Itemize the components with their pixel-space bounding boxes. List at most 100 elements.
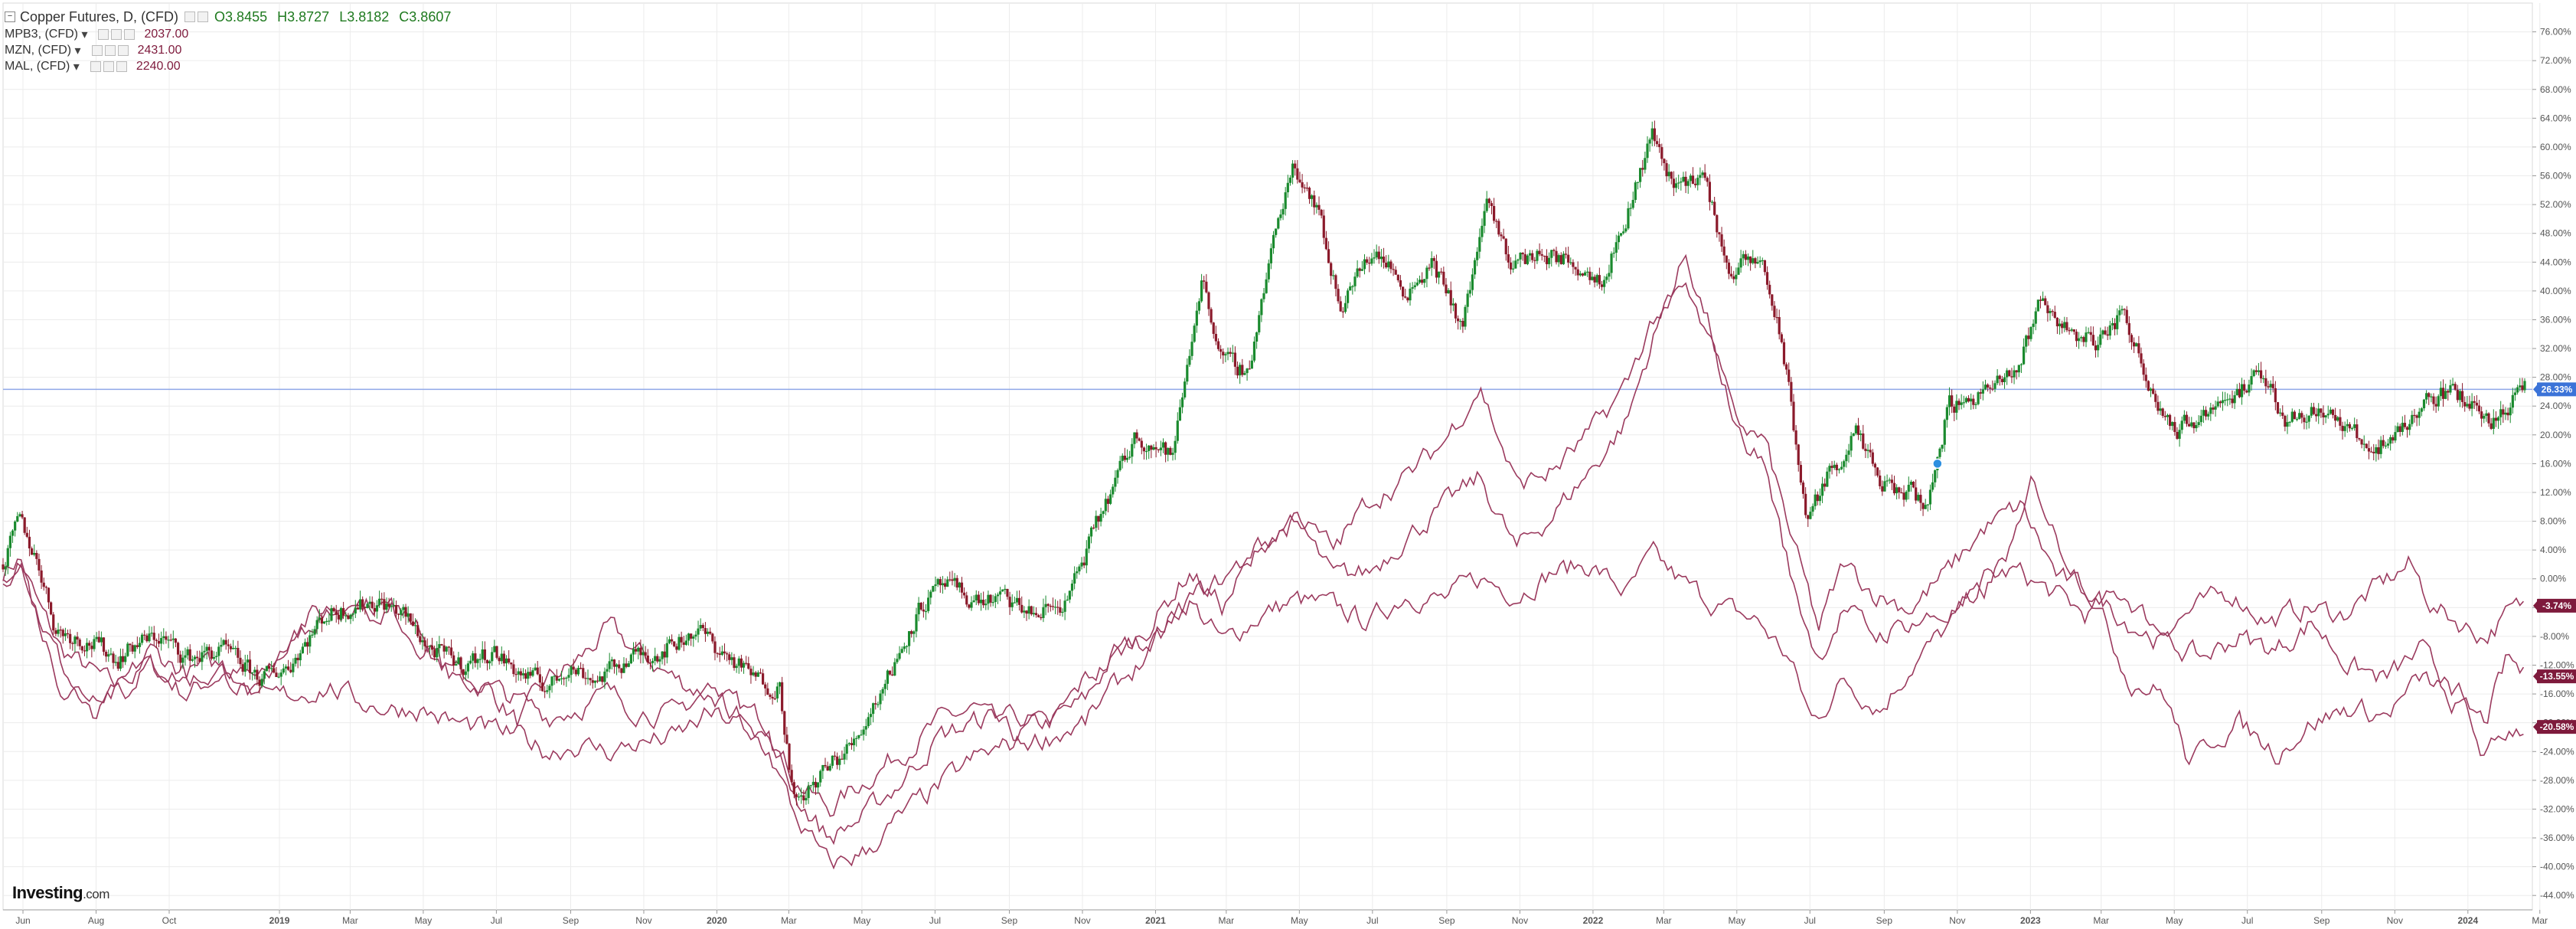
candle-body bbox=[991, 602, 994, 604]
candle-body bbox=[2259, 370, 2263, 379]
candle-body bbox=[970, 602, 973, 608]
visibility-icon[interactable] bbox=[98, 28, 109, 40]
candle-body bbox=[2372, 452, 2375, 453]
compare-tools bbox=[91, 44, 129, 56]
candle-body bbox=[2437, 396, 2440, 407]
candle-body bbox=[709, 631, 712, 634]
candle-body bbox=[1114, 477, 1117, 487]
candle-body bbox=[2046, 305, 2049, 313]
candle-body bbox=[675, 646, 678, 650]
candle-body bbox=[1915, 487, 1918, 501]
candle-body bbox=[2274, 388, 2277, 403]
candle-body bbox=[934, 584, 937, 587]
settings-icon[interactable] bbox=[104, 44, 116, 56]
settings-icon[interactable] bbox=[103, 61, 114, 72]
candle-body bbox=[2212, 407, 2215, 410]
chevron-down-icon[interactable]: ▾ bbox=[71, 44, 81, 57]
candle-body bbox=[2358, 438, 2361, 440]
candle-body bbox=[152, 633, 155, 640]
event-marker-icon[interactable] bbox=[1932, 458, 1943, 469]
visibility-icon[interactable] bbox=[90, 61, 101, 72]
candle-body bbox=[2068, 330, 2071, 332]
x-tick-label: Sep bbox=[2313, 915, 2330, 926]
candle-body bbox=[1339, 301, 1342, 312]
candle-body bbox=[1500, 234, 1503, 237]
candle-body bbox=[1761, 260, 1764, 262]
candle-body bbox=[325, 620, 328, 623]
candle-body bbox=[838, 758, 841, 765]
candle-body bbox=[1174, 440, 1177, 453]
candle-body bbox=[1742, 254, 1745, 259]
candle-body bbox=[519, 671, 522, 675]
close-icon[interactable] bbox=[117, 44, 129, 56]
candle-body bbox=[2152, 388, 2155, 394]
y-tick-label: 0.00% bbox=[2540, 574, 2566, 584]
candle-body bbox=[196, 656, 199, 659]
candle-body bbox=[364, 607, 367, 609]
candle-body bbox=[1013, 602, 1016, 604]
candle-body bbox=[2456, 389, 2459, 401]
candle-body bbox=[2320, 408, 2323, 413]
candle-body bbox=[1099, 514, 1102, 522]
candle-body bbox=[661, 651, 664, 659]
candle-body bbox=[682, 642, 685, 645]
collapse-icon[interactable]: − bbox=[5, 11, 15, 22]
candle-body bbox=[955, 577, 958, 588]
candle-body bbox=[2473, 401, 2476, 403]
candle-body bbox=[862, 729, 865, 735]
candle-body bbox=[1457, 318, 1460, 322]
x-tick-label: Oct bbox=[162, 915, 177, 926]
candle-body bbox=[2305, 421, 2308, 423]
candle-body bbox=[752, 672, 755, 675]
candle-body bbox=[1811, 505, 1814, 512]
candle-body bbox=[2216, 401, 2219, 407]
candle-body bbox=[1739, 258, 1742, 268]
candle-body bbox=[658, 659, 661, 662]
settings-icon[interactable] bbox=[111, 28, 122, 40]
candle-body bbox=[1154, 447, 1157, 450]
candle-body bbox=[1382, 257, 1386, 263]
candle-body bbox=[814, 781, 818, 788]
y-tick-label: -32.00% bbox=[2540, 803, 2574, 814]
candle-body bbox=[1445, 284, 1448, 293]
candle-body bbox=[4, 566, 7, 570]
candle-body bbox=[1346, 290, 1350, 303]
candle-body bbox=[1128, 456, 1131, 458]
candle-body bbox=[234, 647, 237, 649]
candle-body bbox=[380, 598, 384, 600]
candle-body bbox=[1507, 254, 1510, 263]
candle-body bbox=[1543, 255, 1546, 257]
settings-icon[interactable] bbox=[184, 11, 196, 22]
candle-body bbox=[402, 607, 405, 610]
candle-body bbox=[428, 645, 431, 647]
candle-body bbox=[88, 643, 91, 646]
candle-body bbox=[1523, 254, 1526, 264]
visibility-icon[interactable] bbox=[91, 44, 103, 56]
candle-body bbox=[1275, 228, 1278, 235]
close-icon[interactable] bbox=[124, 28, 135, 40]
legend-main-row: − Copper Futures, D, (CFD) O3.8455 H3.87… bbox=[5, 8, 457, 26]
candle-body bbox=[2504, 412, 2507, 415]
candle-body bbox=[1521, 253, 1524, 254]
candle-body bbox=[1277, 218, 1280, 229]
close-icon[interactable] bbox=[116, 61, 127, 72]
candle-body bbox=[953, 577, 956, 581]
candle-body bbox=[1775, 317, 1778, 319]
candle-body bbox=[550, 676, 553, 686]
candle-body bbox=[2499, 409, 2503, 417]
candle-body bbox=[2091, 335, 2094, 345]
candle-body bbox=[1674, 183, 1678, 188]
chevron-down-icon[interactable]: ▾ bbox=[70, 60, 80, 74]
investing-logo[interactable]: Investing.com bbox=[12, 883, 109, 903]
candle-body bbox=[2034, 311, 2037, 324]
chevron-down-icon[interactable]: ▾ bbox=[78, 28, 88, 41]
candle-body bbox=[2468, 404, 2471, 409]
x-tick-label: Jul bbox=[929, 915, 941, 926]
candle-body bbox=[263, 671, 266, 679]
close-icon[interactable] bbox=[198, 11, 209, 22]
candle-body bbox=[1320, 209, 1323, 216]
candle-body bbox=[898, 653, 901, 659]
badge-box bbox=[2537, 720, 2576, 734]
candle-body bbox=[2072, 329, 2075, 332]
